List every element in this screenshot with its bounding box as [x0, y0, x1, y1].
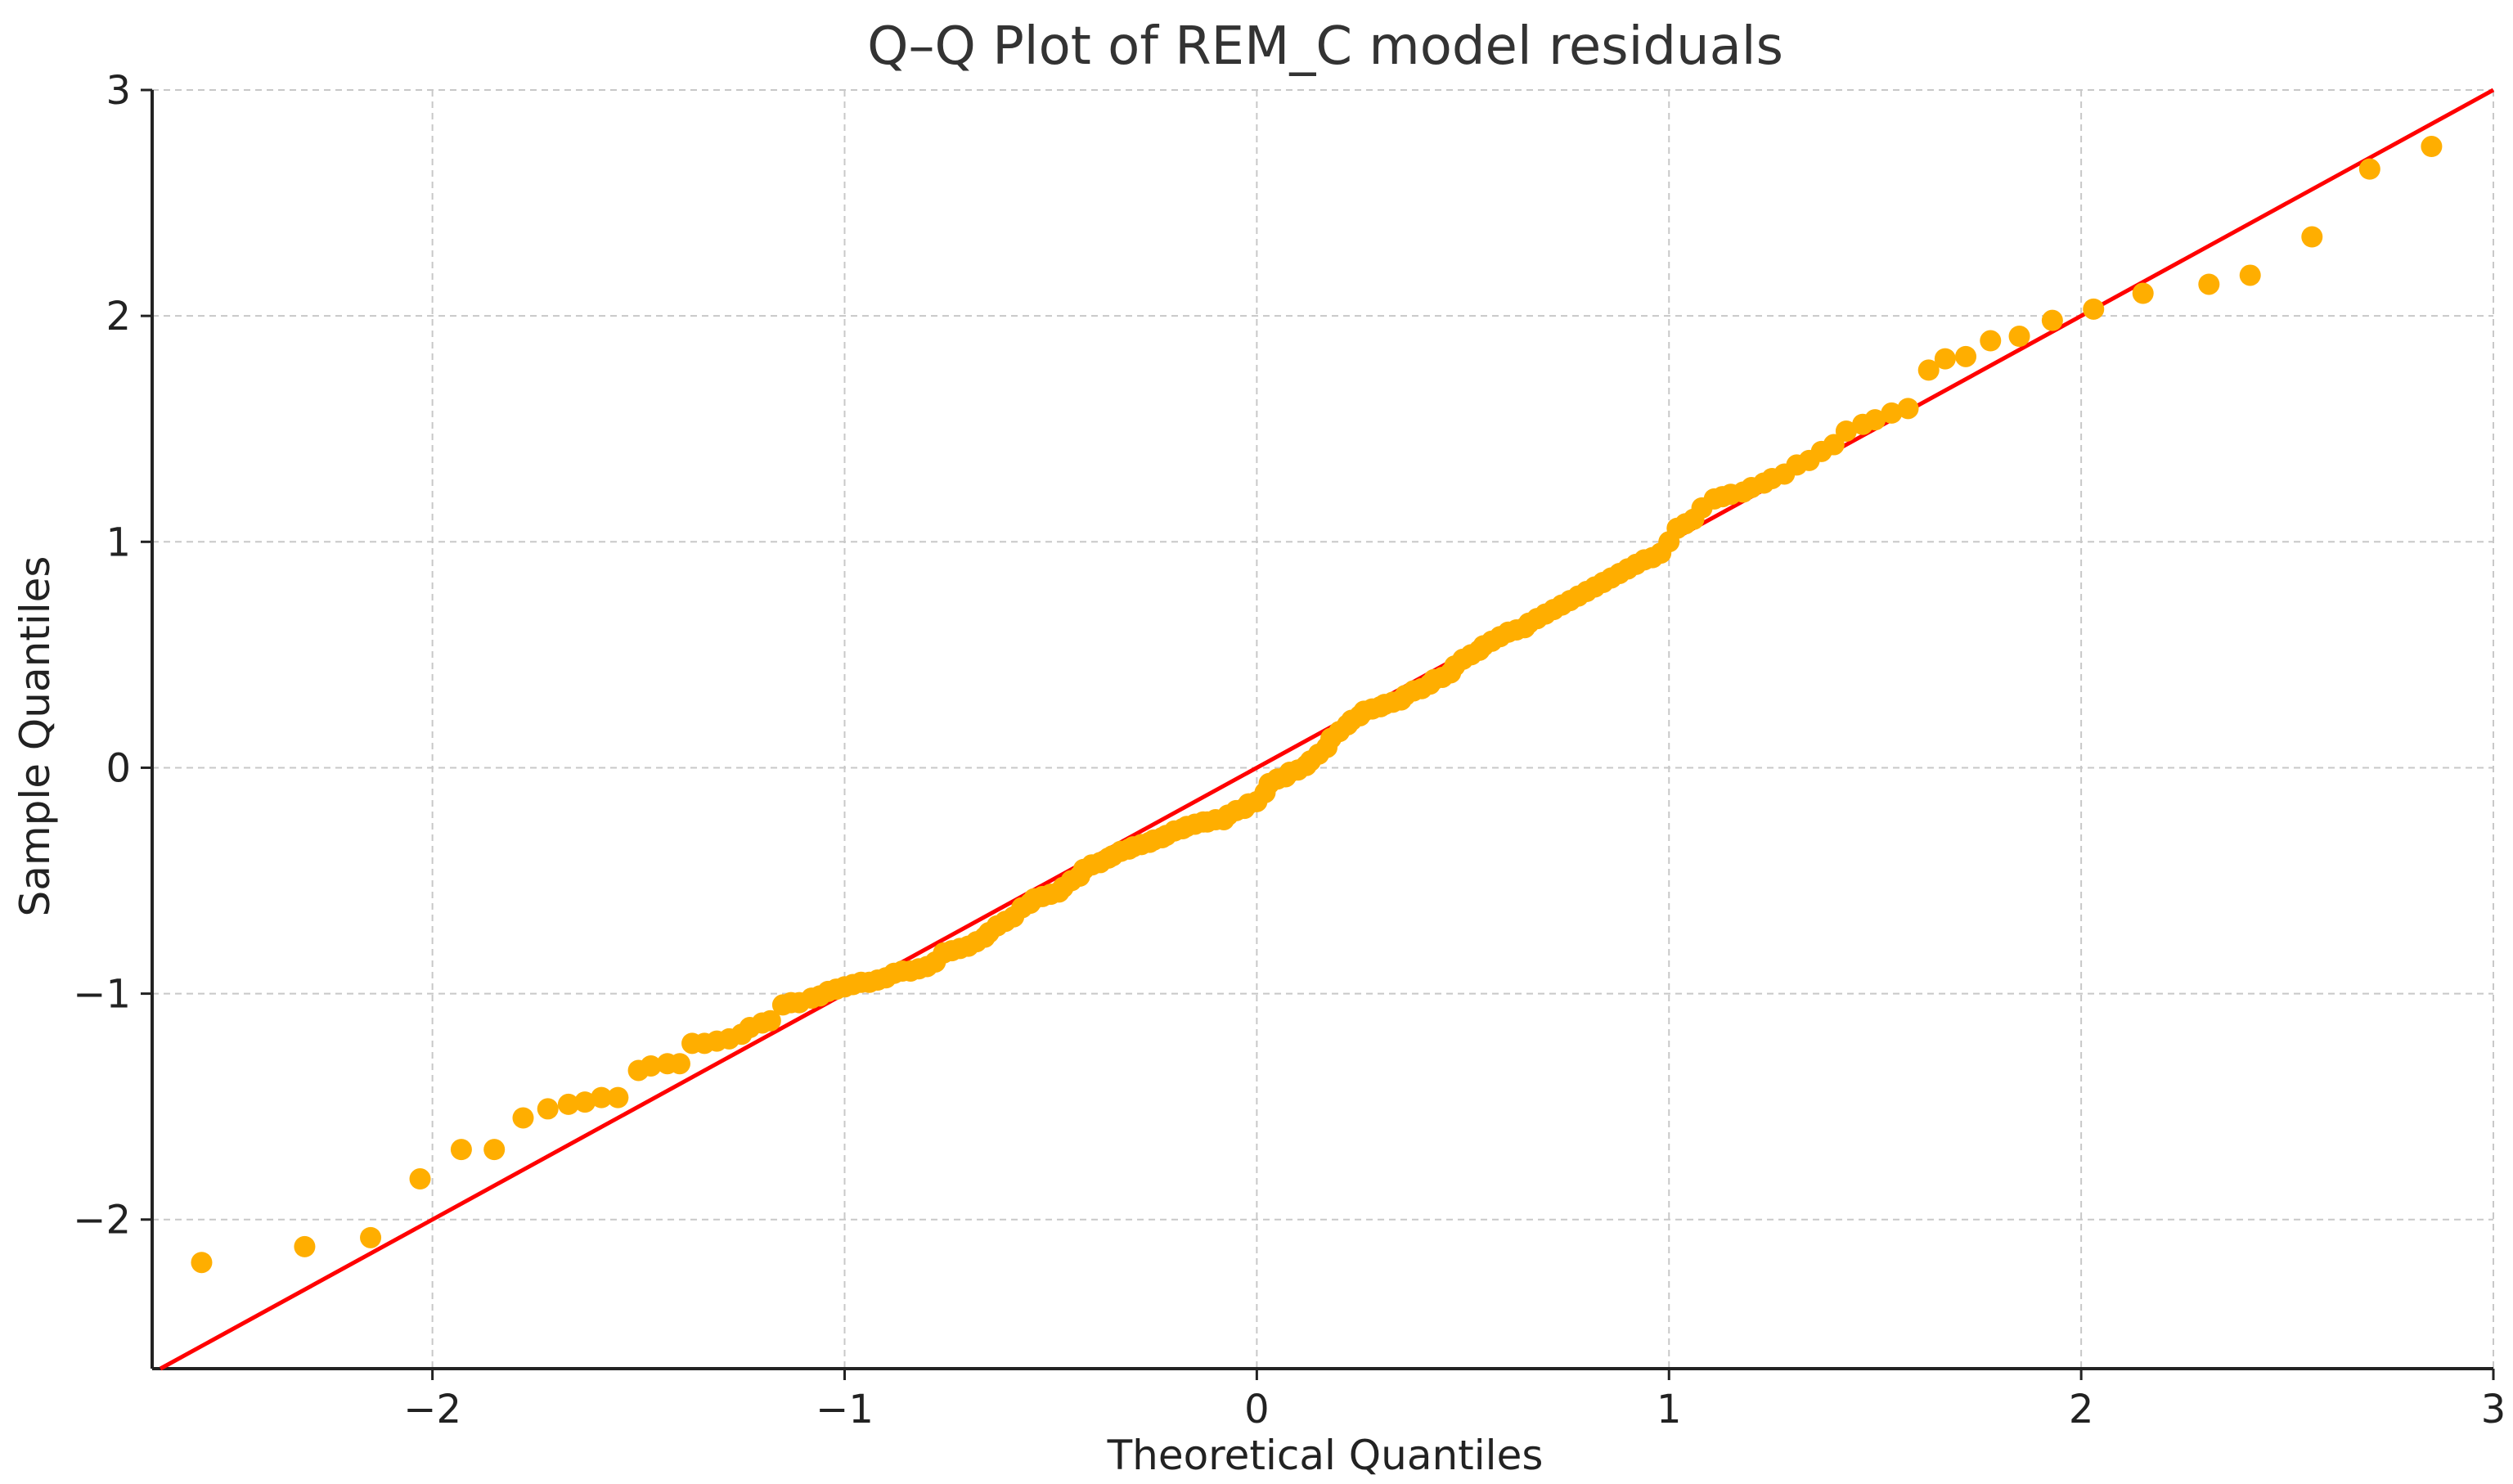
data-point	[2083, 298, 2105, 320]
x-tick-label: 3	[2481, 1387, 2506, 1432]
data-point	[2041, 309, 2063, 331]
data-point	[2198, 273, 2220, 295]
y-tick-label: 3	[106, 68, 131, 114]
axes	[151, 90, 2493, 1370]
data-point	[668, 1053, 690, 1075]
data-point	[640, 1055, 662, 1077]
data-point	[409, 1168, 431, 1190]
data-point	[574, 1091, 596, 1113]
data-point	[1917, 359, 1940, 381]
y-tick-label: 2	[106, 294, 131, 340]
data-point	[512, 1107, 534, 1129]
data-point	[1835, 420, 1857, 442]
data-point	[450, 1139, 472, 1161]
points-layer	[191, 136, 2443, 1274]
data-point	[2358, 158, 2380, 180]
data-point	[1897, 398, 1919, 420]
y-tick-label: −2	[73, 1198, 131, 1243]
data-point	[1881, 402, 1903, 424]
data-point	[2301, 226, 2323, 248]
data-point	[759, 1010, 781, 1032]
data-point	[1864, 409, 1886, 431]
y-tick-label: 1	[106, 519, 131, 565]
data-point	[607, 1086, 629, 1109]
ticks: −2 −1 0 1 2 3 −2 −1 0 1 2 3	[73, 68, 2506, 1432]
x-axis-label: Theoretical Quantiles	[1107, 1432, 1544, 1479]
data-point	[2008, 326, 2030, 348]
chart-title: Q–Q Plot of REM_C model residuals	[867, 16, 1783, 77]
y-tick-label: −1	[73, 972, 131, 1018]
x-tick-label: 0	[1244, 1387, 1270, 1432]
x-tick-label: −2	[403, 1387, 461, 1432]
data-point	[1934, 348, 1956, 370]
y-axis-label: Sample Quantiles	[11, 556, 59, 917]
x-tick-label: 2	[2069, 1387, 2094, 1432]
data-point	[2239, 264, 2261, 286]
data-point	[294, 1235, 316, 1257]
data-point	[2132, 282, 2154, 304]
x-tick-label: 1	[1657, 1387, 1682, 1432]
data-point	[360, 1226, 382, 1248]
grid	[152, 89, 2494, 1369]
data-point	[191, 1252, 213, 1274]
data-point	[1980, 330, 2002, 352]
data-point	[557, 1093, 579, 1115]
data-point	[483, 1139, 506, 1161]
data-point	[1823, 434, 1845, 456]
data-point	[2421, 136, 2443, 158]
x-tick-label: −1	[816, 1387, 874, 1432]
data-point	[591, 1086, 613, 1109]
data-point	[1955, 345, 1977, 367]
data-point	[537, 1098, 559, 1120]
y-tick-label: 0	[106, 745, 131, 791]
